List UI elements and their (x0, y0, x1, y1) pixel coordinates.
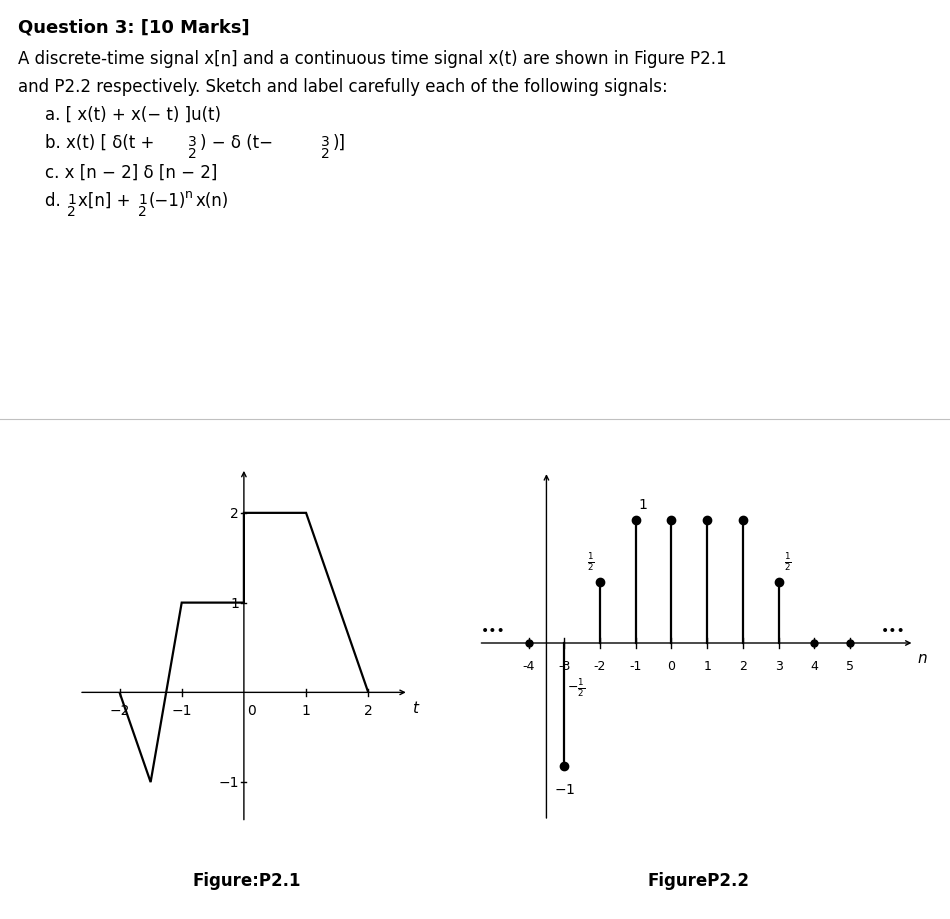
Text: $1$: $1$ (637, 497, 647, 511)
Text: 1: 1 (703, 659, 712, 672)
Text: 3: 3 (321, 135, 330, 149)
Text: x(n): x(n) (196, 192, 229, 210)
Text: -1: -1 (630, 659, 642, 672)
Text: •••: ••• (881, 623, 905, 637)
Text: n: n (185, 187, 193, 201)
Text: Figure:P2.1: Figure:P2.1 (193, 871, 301, 890)
Text: t: t (411, 699, 418, 715)
Text: 2: 2 (364, 703, 372, 718)
Text: 4: 4 (810, 659, 818, 672)
Text: $\frac{1}{2}$: $\frac{1}{2}$ (587, 550, 595, 573)
Text: 5: 5 (846, 659, 854, 672)
Text: 3: 3 (188, 135, 197, 149)
Text: $-\frac{1}{2}$: $-\frac{1}{2}$ (567, 676, 585, 698)
Text: 2: 2 (739, 659, 747, 672)
Text: $-1$: $-1$ (554, 782, 575, 796)
Text: c. x [n − 2] δ [n − 2]: c. x [n − 2] δ [n − 2] (45, 164, 218, 182)
Text: -4: -4 (522, 659, 535, 672)
Text: (−1): (−1) (149, 192, 186, 210)
Text: 2: 2 (188, 147, 197, 161)
Text: 2: 2 (67, 205, 76, 219)
Text: -2: -2 (594, 659, 606, 672)
Text: −1: −1 (171, 703, 192, 718)
Text: -3: -3 (558, 659, 571, 672)
Text: Question 3: [10 Marks]: Question 3: [10 Marks] (18, 18, 250, 36)
Text: 0: 0 (247, 703, 256, 718)
Text: $\frac{1}{2}$: $\frac{1}{2}$ (784, 550, 791, 573)
Text: 1: 1 (230, 596, 238, 610)
Text: n: n (918, 651, 927, 665)
Text: 1: 1 (67, 193, 76, 207)
Text: and P2.2 respectively. Sketch and label carefully each of the following signals:: and P2.2 respectively. Sketch and label … (18, 78, 668, 96)
Text: −1: −1 (218, 776, 238, 789)
Text: x[n] +: x[n] + (78, 192, 136, 210)
Text: •••: ••• (481, 623, 505, 637)
Text: d.: d. (45, 192, 66, 210)
Text: a. [ x(t) + x(− t) ]u(t): a. [ x(t) + x(− t) ]u(t) (45, 106, 221, 124)
Text: 1: 1 (138, 193, 147, 207)
Text: 1: 1 (302, 703, 311, 718)
Text: 2: 2 (321, 147, 330, 161)
Text: ) − δ (t−: ) − δ (t− (200, 134, 278, 152)
Text: A discrete-time signal x[n] and a continuous time signal x(t) are shown in Figur: A discrete-time signal x[n] and a contin… (18, 50, 727, 68)
Text: −2: −2 (109, 703, 130, 718)
Text: 2: 2 (230, 506, 238, 520)
Text: 2: 2 (138, 205, 146, 219)
Text: 3: 3 (774, 659, 783, 672)
Text: b. x(t) [ δ(t +: b. x(t) [ δ(t + (45, 134, 160, 152)
Text: FigureP2.2: FigureP2.2 (647, 871, 750, 890)
Text: )]: )] (333, 134, 346, 152)
Text: 0: 0 (668, 659, 675, 672)
